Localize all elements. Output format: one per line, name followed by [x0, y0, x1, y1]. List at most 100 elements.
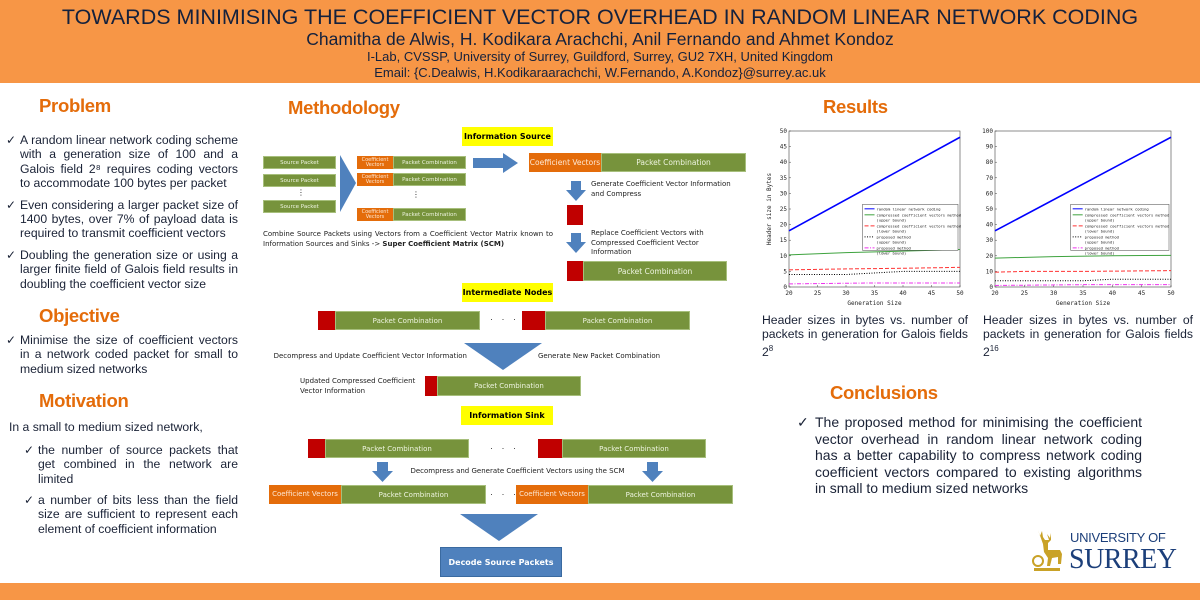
information-sink-label: Information Sink: [461, 406, 553, 425]
check-icon: ✓: [6, 133, 17, 147]
combine-text: Combine Source Packets using Vectors fro…: [263, 230, 553, 248]
poster-footer: [0, 583, 1200, 600]
packet-combination-block: Packet Combination: [437, 376, 581, 396]
vertical-dots: ⋮: [297, 188, 305, 197]
packet-combination-block: Packet Combination: [545, 311, 690, 330]
check-icon: ✓: [6, 333, 17, 348]
chart-caption-2: Header sizes in bytes vs. number of pack…: [983, 313, 1193, 359]
information-source-label: Information Source: [462, 127, 553, 146]
caption-sup: 8: [768, 343, 774, 353]
legend-label: (lower bound): [877, 228, 907, 233]
caption-text: Header sizes in bytes vs. number of pack…: [762, 313, 968, 359]
y-tick-label: 20: [986, 253, 994, 260]
coefficient-vectors-block: Coefficient Vectors: [269, 485, 341, 504]
legend-label: (lower bound): [877, 250, 907, 255]
y-tick-label: 90: [986, 144, 994, 151]
decompress-generate-text: Decompress and Generate Coefficient Vect…: [410, 467, 625, 475]
down-arrow-icon: [566, 233, 586, 253]
y-tick-label: 20: [780, 222, 788, 229]
source-packet: Source Packet: [263, 200, 336, 213]
conclusions-heading: Conclusions: [830, 382, 938, 403]
affiliation: I-Lab, CVSSP, University of Surrey, Guil…: [366, 49, 834, 64]
legend-label: compressed coefficient vectors method: [877, 212, 962, 217]
motivation-intro: In a small to medium sized network,: [9, 420, 203, 435]
poster-title: TOWARDS MINIMISING THE COEFFICIENT VECTO…: [61, 5, 1139, 29]
legend-label: (lower bound): [1085, 228, 1115, 233]
x-tick-label: 35: [1079, 290, 1087, 297]
check-icon: ✓: [6, 197, 17, 212]
legend-label: (upper bound): [877, 217, 907, 222]
x-tick-label: 20: [785, 290, 793, 297]
x-axis-label: Generation Size: [1056, 300, 1111, 307]
bullet-text: Minimise the size of coefficient vectors…: [20, 333, 238, 376]
y-tick-label: 30: [986, 237, 994, 244]
y-tick-label: 100: [982, 128, 993, 135]
legend-label: (upper bound): [877, 239, 907, 244]
series-line: [994, 284, 1171, 286]
y-axis-label: Header size in Bytes: [766, 172, 773, 245]
problem-bullet: ✓ A random linear network coding scheme w…: [6, 133, 238, 191]
stag-icon: [1032, 530, 1062, 571]
legend-label: proposed method: [877, 245, 911, 250]
series-line: [789, 270, 960, 276]
scm-label: Super Coefficient Matrix (SCM): [382, 239, 505, 248]
bullet-text: the number of source packets that get co…: [38, 442, 238, 486]
motivation-heading: Motivation: [39, 390, 129, 412]
y-tick-label: 30: [780, 190, 788, 197]
chart-gf-2-16: 20 25 30 35 40 45 50 0 10 20 30 40 50 60 70 80 90 100 Gene…: [982, 128, 1175, 307]
packet-combination-block: Packet Combination: [583, 261, 727, 281]
y-tick-label: 5: [783, 268, 787, 275]
series-line: [995, 278, 1171, 282]
packet-combination-block: Packet Combination: [601, 153, 746, 172]
authors: Chamitha de Alwis, H. Kodikara Arachchi,…: [306, 29, 894, 49]
legend-label: compressed coefficient vectors method: [1085, 212, 1170, 217]
y-tick-label: 60: [986, 190, 994, 197]
objective-heading: Objective: [39, 305, 120, 327]
legend-label: (lower bound): [1085, 250, 1115, 255]
email: Email: {C.Dealwis, H.Kodikaraarachchi, W…: [374, 65, 826, 80]
x-tick-label: 30: [842, 290, 850, 297]
x-tick-label: 30: [1050, 290, 1058, 297]
y-tick-label: 10: [986, 268, 994, 275]
series-line: [994, 136, 1172, 232]
results-heading: Results: [823, 96, 888, 117]
packet-combination-block: Packet Combination: [393, 208, 466, 221]
x-tick-label: 35: [871, 290, 879, 297]
chart-gf-2-8: 20 25 30 35 40 45 50 0 5 10 15 20 25 30 35 40 45 50 Genera…: [766, 128, 964, 307]
x-tick-label: 45: [928, 290, 936, 297]
x-axis-label: Generation Size: [847, 300, 902, 307]
y-tick-label: 80: [986, 159, 994, 166]
packet-combination-block: Packet Combination: [393, 173, 466, 186]
replace-text: Replace Coefficient Vectors with Compres…: [591, 229, 704, 256]
packet-combination-block: Packet Combination: [588, 485, 733, 504]
y-tick-label: 0: [783, 284, 787, 291]
y-tick-label: 40: [986, 222, 994, 229]
check-icon: ✓: [6, 247, 17, 262]
bullet-text: Even considering a larger packet size of…: [20, 197, 238, 241]
legend-label: proposed method: [877, 234, 911, 239]
coefficient-vectors-block: Coefficient Vectors: [357, 173, 393, 186]
generate-compress-text: Generate Coefficient Vector Information …: [591, 180, 731, 198]
legend-label: proposed method: [1085, 234, 1119, 239]
legend-label: proposed method: [1085, 245, 1119, 250]
series-line: [994, 270, 1172, 273]
right-arrow-icon: [473, 153, 518, 173]
bullet-text: Doubling the generation size or using a …: [20, 247, 238, 291]
x-tick-label: 40: [899, 290, 907, 297]
down-arrow-icon: [566, 181, 586, 201]
caption-sup: 16: [989, 343, 999, 353]
vertical-dots: ⋮: [412, 190, 420, 199]
check-icon: ✓: [24, 442, 35, 457]
check-icon: ✓: [797, 414, 809, 430]
updated-compressed-text: Updated Compressed Coefficient Vector In…: [300, 377, 416, 395]
bullet-text: a number of bits less than the field siz…: [38, 492, 238, 536]
decode-source-packets-block: Decode Source Packets: [440, 547, 562, 577]
ellipsis: · · ·: [490, 314, 519, 324]
y-tick-label: 40: [780, 159, 788, 166]
merge-arrow-icon: [460, 514, 538, 541]
x-tick-label: 40: [1109, 290, 1117, 297]
check-icon: ✓: [24, 492, 35, 507]
y-tick-label: 35: [780, 175, 788, 182]
y-tick-label: 70: [986, 175, 994, 182]
decompress-update-text: Decompress and Update Coefficient Vector…: [273, 352, 467, 360]
